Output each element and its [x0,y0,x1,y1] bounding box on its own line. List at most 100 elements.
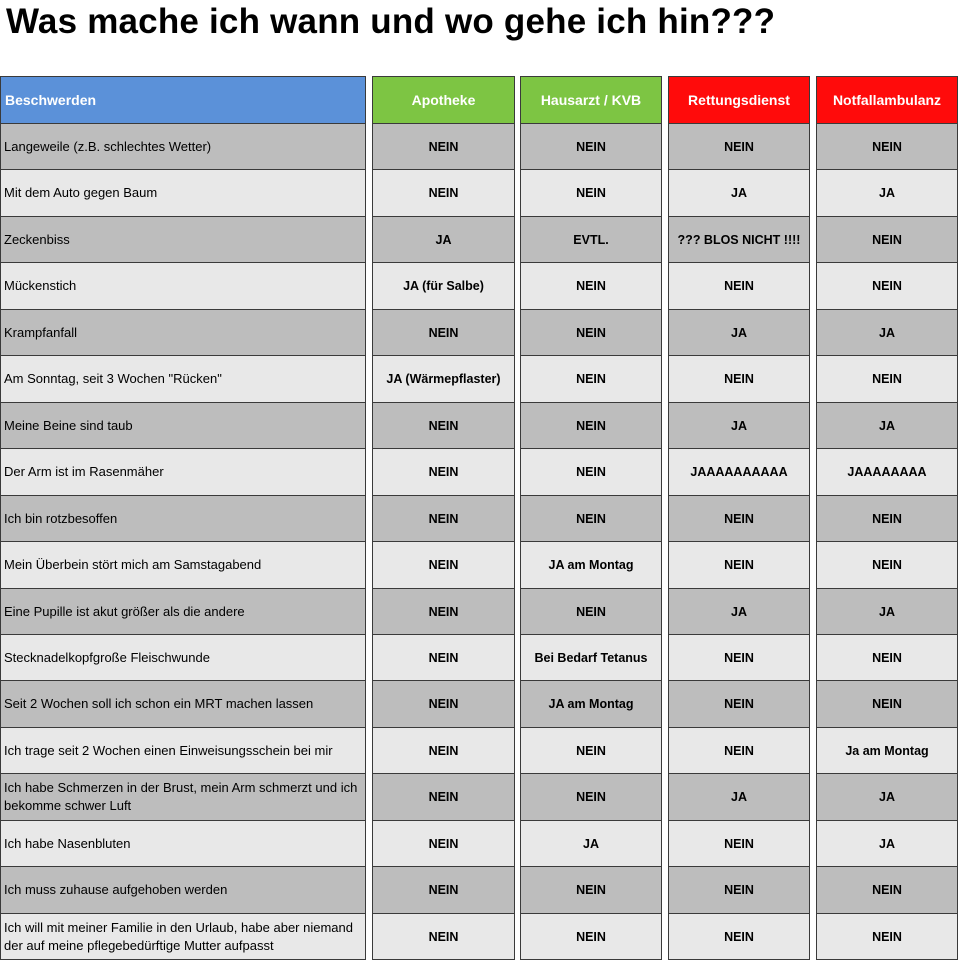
cell-notfallambulanz-text: NEIN [872,232,902,247]
cell-hausarzt-kvb: JA am Montag [520,680,662,728]
cell-hausarzt-kvb: JA [520,820,662,867]
cell-notfallambulanz-text: JA [879,790,895,804]
row-label-text: Ich will mit meiner Familie in den Urlau… [4,919,353,953]
cell-rettungsdienst: JAAAAAAAAAA [668,448,810,496]
row-label-text: Ich trage seit 2 Wochen einen Einweisung… [4,742,333,758]
cell-rettungsdienst-text: JA [731,790,747,804]
row-label-text: Ich habe Schmerzen in der Brust, mein Ar… [4,780,358,813]
row-label: Am Sonntag, seit 3 Wochen "Rücken" [0,355,366,403]
cell-rettungsdienst: JA [668,773,810,821]
cell-notfallambulanz: JA [816,773,958,821]
row-label-text: Meine Beine sind taub [4,417,133,433]
cell-hausarzt-kvb-text: EVTL. [573,232,609,247]
cell-apotheke-text: NEIN [428,929,459,944]
cell-apotheke-text: NEIN [428,697,459,711]
row-label: Langeweile (z.B. schlechtes Wetter) [0,123,366,170]
cell-rettungsdienst-text: NEIN [724,929,754,944]
cell-hausarzt-kvb: NEIN [520,448,662,496]
row-label-text: Mückenstich [4,278,77,293]
cell-apotheke: NEIN [372,541,515,589]
row-label: Zeckenbiss [0,216,366,263]
row-label-text: Ich muss zuhause aufgehoben werden [4,882,228,897]
cell-apotheke: NEIN [372,169,515,217]
cell-notfallambulanz-text: NEIN [872,558,902,572]
row-label: Mückenstich [0,262,366,310]
row-label-text: Am Sonntag, seit 3 Wochen "Rücken" [4,371,222,386]
cell-notfallambulanz-text: NEIN [872,650,902,665]
cell-hausarzt-kvb-text: NEIN [576,604,606,619]
cell-rettungsdienst-text: NEIN [724,836,754,851]
cell-rettungsdienst: NEIN [668,123,810,170]
cell-apotheke-text: JA (Wärmepflaster) [386,372,501,386]
cell-rettungsdienst-text: NEIN [724,883,754,897]
cell-rettungsdienst: NEIN [668,495,810,542]
cell-rettungsdienst: NEIN [668,913,810,960]
cell-notfallambulanz: NEIN [816,123,958,170]
row-label-text: Seit 2 Wochen soll ich schon ein MRT mac… [4,696,314,711]
cell-hausarzt-kvb: NEIN [520,123,662,170]
cell-hausarzt-kvb-text: NEIN [576,929,606,944]
cell-hausarzt-kvb-text: NEIN [576,139,606,154]
cell-notfallambulanz-text: NEIN [872,279,902,293]
cell-hausarzt-kvb-text: NEIN [576,790,606,804]
cell-apotheke-text: NEIN [428,883,459,897]
row-label-text: Der Arm ist im Rasenmäher [4,464,164,479]
cell-apotheke-text: NEIN [428,511,459,526]
cell-hausarzt-kvb: Bei Bedarf Tetanus [520,634,662,681]
cell-notfallambulanz: NEIN [816,355,958,403]
header-rettungsdienst: Rettungsdienst [668,76,810,124]
cell-apotheke: NEIN [372,309,515,356]
cell-hausarzt-kvb-text: NEIN [576,418,606,433]
header-beschwerden-text: Beschwerden [5,92,97,108]
row-label: Ich muss zuhause aufgehoben werden [0,866,366,914]
cell-notfallambulanz-text: JA [879,604,895,619]
cell-notfallambulanz: NEIN [816,262,958,310]
row-label: Ich bin rotzbesoffen [0,495,366,542]
cell-hausarzt-kvb: NEIN [520,773,662,821]
cell-hausarzt-kvb: NEIN [520,913,662,960]
cell-hausarzt-kvb: JA am Montag [520,541,662,589]
row-label: Ich trage seit 2 Wochen einen Einweisung… [0,727,366,774]
cell-apotheke: NEIN [372,448,515,496]
cell-hausarzt-kvb: NEIN [520,309,662,356]
cell-rettungsdienst: NEIN [668,866,810,914]
cell-rettungsdienst-text: ??? BLOS NICHT !!!! [677,232,801,247]
cell-apotheke-text: NEIN [428,604,459,619]
cell-notfallambulanz-text: JA [879,325,895,340]
cell-apotheke: NEIN [372,820,515,867]
cell-apotheke-text: NEIN [428,558,459,572]
row-label-text: Ich bin rotzbesoffen [4,510,118,526]
header-notfallambulanz-text: Notfallambulanz [832,92,942,108]
row-label: Eine Pupille ist akut größer als die and… [0,588,366,635]
row-label-text: Mit dem Auto gegen Baum [4,185,158,200]
cell-hausarzt-kvb-text: NEIN [576,325,606,340]
cell-hausarzt-kvb-text: NEIN [576,743,606,758]
cell-rettungsdienst-text: JA [731,186,747,200]
row-label-text: Mein Überbein stört mich am Samstagabend [4,557,262,572]
cell-hausarzt-kvb: NEIN [520,866,662,914]
cell-hausarzt-kvb: NEIN [520,588,662,635]
cell-notfallambulanz: JA [816,402,958,449]
cell-rettungsdienst-text: NEIN [724,139,754,154]
header-hausarzt-kvb-text: Hausarzt / KVB [540,92,642,108]
cell-notfallambulanz: JAAAAAAAA [816,448,958,496]
cell-hausarzt-kvb-text: JA am Montag [548,697,634,711]
cell-notfallambulanz-text: NEIN [872,697,902,711]
cell-notfallambulanz: JA [816,588,958,635]
cell-notfallambulanz-text: JA [879,186,895,200]
cell-hausarzt-kvb-text: NEIN [576,465,606,479]
cell-apotheke: NEIN [372,495,515,542]
cell-hausarzt-kvb: NEIN [520,495,662,542]
cell-notfallambulanz-text: NEIN [872,372,902,386]
cell-rettungsdienst: NEIN [668,262,810,310]
cell-rettungsdienst: NEIN [668,727,810,774]
cell-rettungsdienst: NEIN [668,680,810,728]
row-label: Seit 2 Wochen soll ich schon ein MRT mac… [0,680,366,728]
cell-rettungsdienst-text: NEIN [724,511,754,526]
cell-notfallambulanz-text: NEIN [872,929,902,944]
cell-hausarzt-kvb: NEIN [520,402,662,449]
cell-hausarzt-kvb-text: NEIN [576,372,606,386]
cell-rettungsdienst-text: NEIN [724,372,754,386]
cell-rettungsdienst: NEIN [668,634,810,681]
cell-apotheke: JA (Wärmepflaster) [372,355,515,403]
